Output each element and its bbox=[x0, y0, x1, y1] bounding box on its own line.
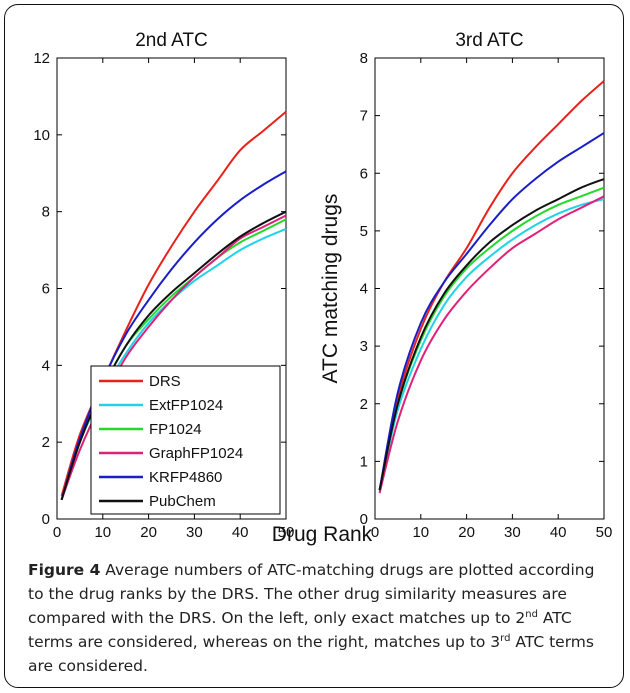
x-tick-label: 50 bbox=[278, 524, 295, 541]
x-tick-label: 20 bbox=[458, 524, 475, 541]
x-tick-label: 50 bbox=[596, 524, 613, 541]
series-line-pubchem bbox=[378, 178, 605, 491]
x-tick-label: 0 bbox=[53, 524, 61, 541]
y-tick-label: 3 bbox=[360, 338, 368, 355]
x-tick-label: 20 bbox=[140, 524, 157, 541]
caption-sup-1: nd bbox=[525, 608, 538, 620]
y-tick-label: 12 bbox=[33, 50, 50, 67]
y-tick-label: 4 bbox=[360, 281, 368, 298]
figure-frame bbox=[4, 4, 624, 688]
legend-box bbox=[90, 365, 281, 515]
y-tick-label: 10 bbox=[33, 127, 50, 144]
chart-title: 2nd ATC bbox=[135, 30, 208, 51]
y-tick-label: 5 bbox=[360, 223, 368, 240]
x-tick-label: 10 bbox=[94, 524, 111, 541]
chart-panel-right: 3rd ATC 0 10 20 30 40 50 0 1 2 3 4 5 6 7 8 ATC matching … bbox=[319, 30, 612, 541]
legend-label: FP1024 bbox=[149, 421, 202, 438]
legend-label: DRS bbox=[149, 373, 181, 390]
x-tick-label: 10 bbox=[412, 524, 429, 541]
x-tick-label: 30 bbox=[186, 524, 203, 541]
y-tick-label: 6 bbox=[42, 281, 50, 298]
caption-sup-2: rd bbox=[500, 632, 511, 644]
series-line-graphfp1024 bbox=[378, 195, 605, 494]
legend-label: KRFP4860 bbox=[149, 469, 222, 486]
series-line-drs bbox=[378, 80, 605, 491]
y-axis-label: ATC matching drugs bbox=[319, 194, 342, 384]
legend-label: ExtFP1024 bbox=[149, 397, 223, 414]
x-tick-label: 40 bbox=[550, 524, 567, 541]
y-tick-label: 8 bbox=[42, 204, 50, 221]
y-tick-label: 7 bbox=[360, 108, 368, 125]
y-tick-label: 8 bbox=[360, 50, 368, 67]
caption-label: Figure 4 bbox=[28, 561, 101, 579]
caption-text-2: ATC terms are considered, whereas on the… bbox=[28, 609, 572, 651]
y-tick-label: 6 bbox=[360, 165, 368, 182]
x-tick-label: 40 bbox=[232, 524, 249, 541]
x-tick-label: 30 bbox=[504, 524, 521, 541]
figure-caption: Figure 4 Average numbers of ATC-matching… bbox=[28, 558, 613, 678]
y-tick-label: 0 bbox=[360, 511, 368, 528]
y-tick-label: 2 bbox=[42, 434, 50, 451]
y-tick-label: 1 bbox=[360, 453, 368, 470]
caption-text-3: ATC terms are considered. bbox=[28, 633, 594, 675]
y-tick-label: 4 bbox=[42, 357, 50, 374]
plot-area-border bbox=[374, 57, 605, 520]
series-line-krfp4860 bbox=[378, 132, 605, 491]
legend-label: GraphFP1024 bbox=[149, 445, 243, 462]
caption-text-1: Average numbers of ATC-matching drugs ar… bbox=[28, 561, 595, 627]
series-line-fp1024 bbox=[378, 186, 605, 491]
chart-title: 3rd ATC bbox=[455, 30, 523, 51]
legend: DRS ExtFP1024 FP1024 GraphFP1024 KRFP4860 Pub… bbox=[90, 365, 281, 515]
legend-label: PubChem bbox=[149, 493, 216, 510]
x-tick-label: 0 bbox=[371, 524, 379, 541]
y-tick-label: 2 bbox=[360, 396, 368, 413]
series-line-extfp1024 bbox=[378, 198, 605, 491]
x-axis-label: Drug Rank bbox=[272, 523, 373, 546]
y-tick-label: 0 bbox=[42, 511, 50, 528]
